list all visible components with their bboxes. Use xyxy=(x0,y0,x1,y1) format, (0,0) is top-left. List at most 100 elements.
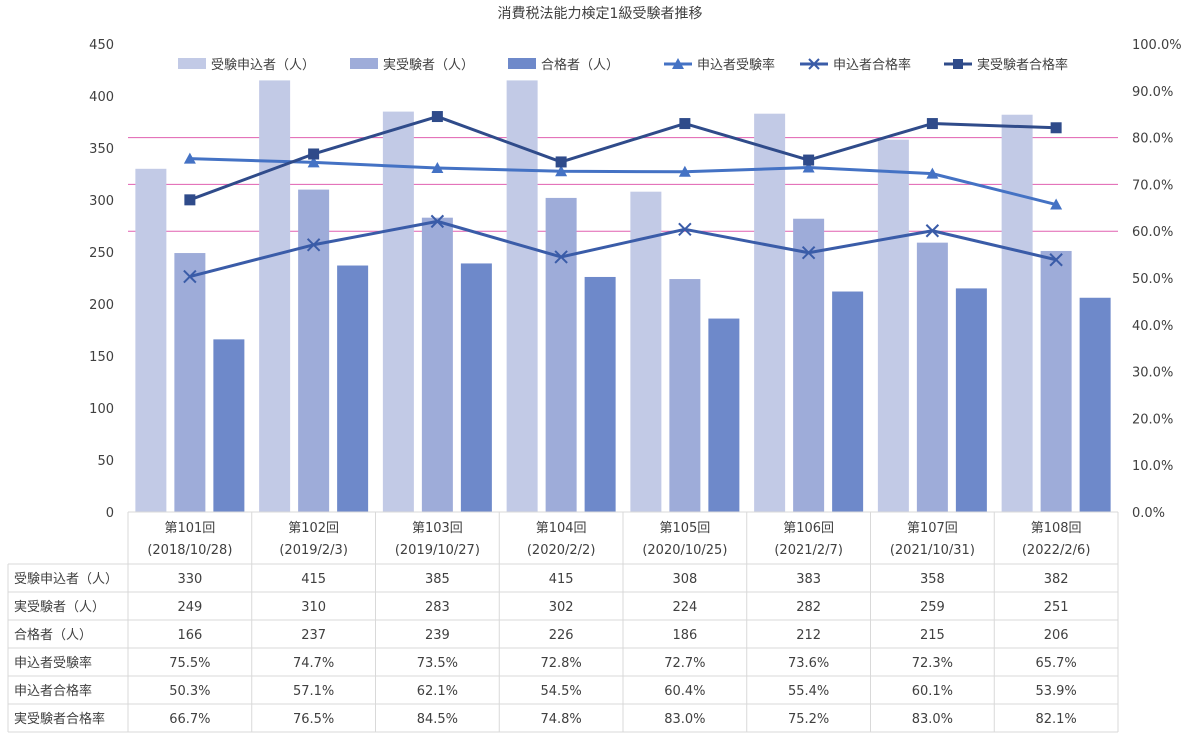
bar xyxy=(337,265,369,512)
left-tick-label: 250 xyxy=(89,246,114,261)
legend-label: 受験申込者（人） xyxy=(211,58,315,73)
bar xyxy=(259,80,291,513)
bar xyxy=(135,168,167,513)
table-cell: 57.1% xyxy=(293,684,334,699)
legend-item: 実受験者合格率 xyxy=(944,57,1068,73)
legend-item: 実受験者（人） xyxy=(350,57,474,73)
bar xyxy=(298,189,330,512)
right-tick-label: 90.0% xyxy=(1132,85,1173,100)
bar xyxy=(832,291,864,512)
bar xyxy=(1040,250,1072,512)
legend-item: 受験申込者（人） xyxy=(178,58,315,73)
bar xyxy=(630,191,662,512)
table-row-label: 申込者受験率 xyxy=(14,655,92,671)
table-cell: 60.4% xyxy=(664,684,705,699)
bar xyxy=(545,197,577,513)
table-cell: 74.7% xyxy=(293,656,334,671)
data-point xyxy=(1049,253,1063,267)
data-point xyxy=(926,118,938,130)
data-point xyxy=(803,154,815,166)
table-cell: 72.7% xyxy=(664,656,705,671)
bar xyxy=(421,217,453,512)
line-series xyxy=(183,111,1063,284)
table-cell: 383 xyxy=(796,572,821,587)
table-cell: 83.0% xyxy=(664,712,705,727)
left-tick-label: 50 xyxy=(97,454,114,469)
table-cell: 166 xyxy=(177,628,202,643)
table-cell: 239 xyxy=(425,628,450,643)
data-point xyxy=(925,224,940,238)
table-cell: 415 xyxy=(301,572,326,587)
table-row-label: 申込者合格率 xyxy=(14,683,92,699)
data-point xyxy=(1050,198,1063,210)
table-cell: 186 xyxy=(672,628,697,643)
legend-marker xyxy=(953,59,963,69)
category-label: 第103回 xyxy=(412,521,463,536)
right-tick-label: 80.0% xyxy=(1132,132,1173,147)
table-cell: 54.5% xyxy=(540,684,581,699)
table-cell: 330 xyxy=(177,572,202,587)
table-cell: 212 xyxy=(796,628,821,643)
bar xyxy=(460,263,492,512)
data-point xyxy=(678,222,692,237)
bar xyxy=(754,113,786,513)
data-point xyxy=(926,167,939,179)
table-cell: 62.1% xyxy=(417,684,458,699)
data-point xyxy=(308,148,320,160)
category-date-label: (2022/2/6) xyxy=(1022,543,1091,558)
left-tick-label: 400 xyxy=(89,90,114,105)
table-cell: 215 xyxy=(920,628,945,643)
bar xyxy=(1001,114,1033,512)
category-date-label: (2021/10/31) xyxy=(890,543,975,558)
table-cell: 66.7% xyxy=(169,712,210,727)
data-point xyxy=(184,194,196,206)
table-cell: 83.0% xyxy=(912,712,953,727)
bar xyxy=(793,218,825,512)
table-row-label: 実受験者合格率 xyxy=(14,711,105,727)
table-cell: 259 xyxy=(920,600,945,615)
right-tick-label: 100.0% xyxy=(1132,38,1182,53)
table-cell: 251 xyxy=(1044,600,1069,615)
table-cell: 283 xyxy=(425,600,450,615)
table-cell: 382 xyxy=(1044,572,1069,587)
table-cell: 237 xyxy=(301,628,326,643)
table-cell: 72.8% xyxy=(540,656,581,671)
legend-item: 申込者受験率 xyxy=(664,57,775,73)
table-row-label: 受験申込者（人） xyxy=(14,572,118,587)
data-point xyxy=(306,238,321,252)
table-cell: 358 xyxy=(920,572,945,587)
data-point xyxy=(430,214,445,229)
category-date-label: (2018/10/28) xyxy=(147,543,232,558)
table-cell: 74.8% xyxy=(540,712,581,727)
left-axis: 0 50 100 150 200 250 300 350 400 450 xyxy=(89,38,114,521)
legend-swatch xyxy=(350,58,378,69)
table-cell: 75.5% xyxy=(169,656,210,671)
category-label: 第108回 xyxy=(1031,521,1082,536)
data-point xyxy=(431,162,444,174)
legend-swatch xyxy=(508,58,536,69)
table-cell: 415 xyxy=(549,572,574,587)
left-tick-label: 450 xyxy=(89,38,114,53)
table-cell: 60.1% xyxy=(912,684,953,699)
table-cell: 73.6% xyxy=(788,656,829,671)
bar xyxy=(382,111,414,512)
bar xyxy=(213,339,245,512)
data-point xyxy=(554,250,568,264)
category-date-label: (2020/2/2) xyxy=(527,543,596,558)
legend-marker xyxy=(672,58,684,69)
legend-label: 申込者受験率 xyxy=(697,57,775,73)
legend-label: 申込者合格率 xyxy=(833,57,911,73)
table-cell: 226 xyxy=(549,628,574,643)
left-tick-label: 200 xyxy=(89,298,114,313)
table-cell: 249 xyxy=(177,600,202,615)
table-cell: 385 xyxy=(425,572,450,587)
category-date-label: (2019/10/27) xyxy=(395,543,480,558)
data-point xyxy=(679,118,691,130)
legend: 受験申込者（人） 実受験者（人） 合格者（人） 申込者受験率 申込者合格率 実受験者合格率 xyxy=(178,57,1068,73)
right-tick-label: 50.0% xyxy=(1132,272,1173,287)
series-line xyxy=(189,157,1057,206)
data-table: 第101回 (2018/10/28) 第102回 (2019/2/3) 第103回 (20… xyxy=(7,511,1119,733)
right-axis: 0.0% 10.0% 20.0% 30.0% 40.0% 50.0% 60.0% 70.0% 8… xyxy=(1132,38,1182,521)
data-point xyxy=(183,269,197,284)
right-tick-label: 20.0% xyxy=(1132,412,1173,427)
